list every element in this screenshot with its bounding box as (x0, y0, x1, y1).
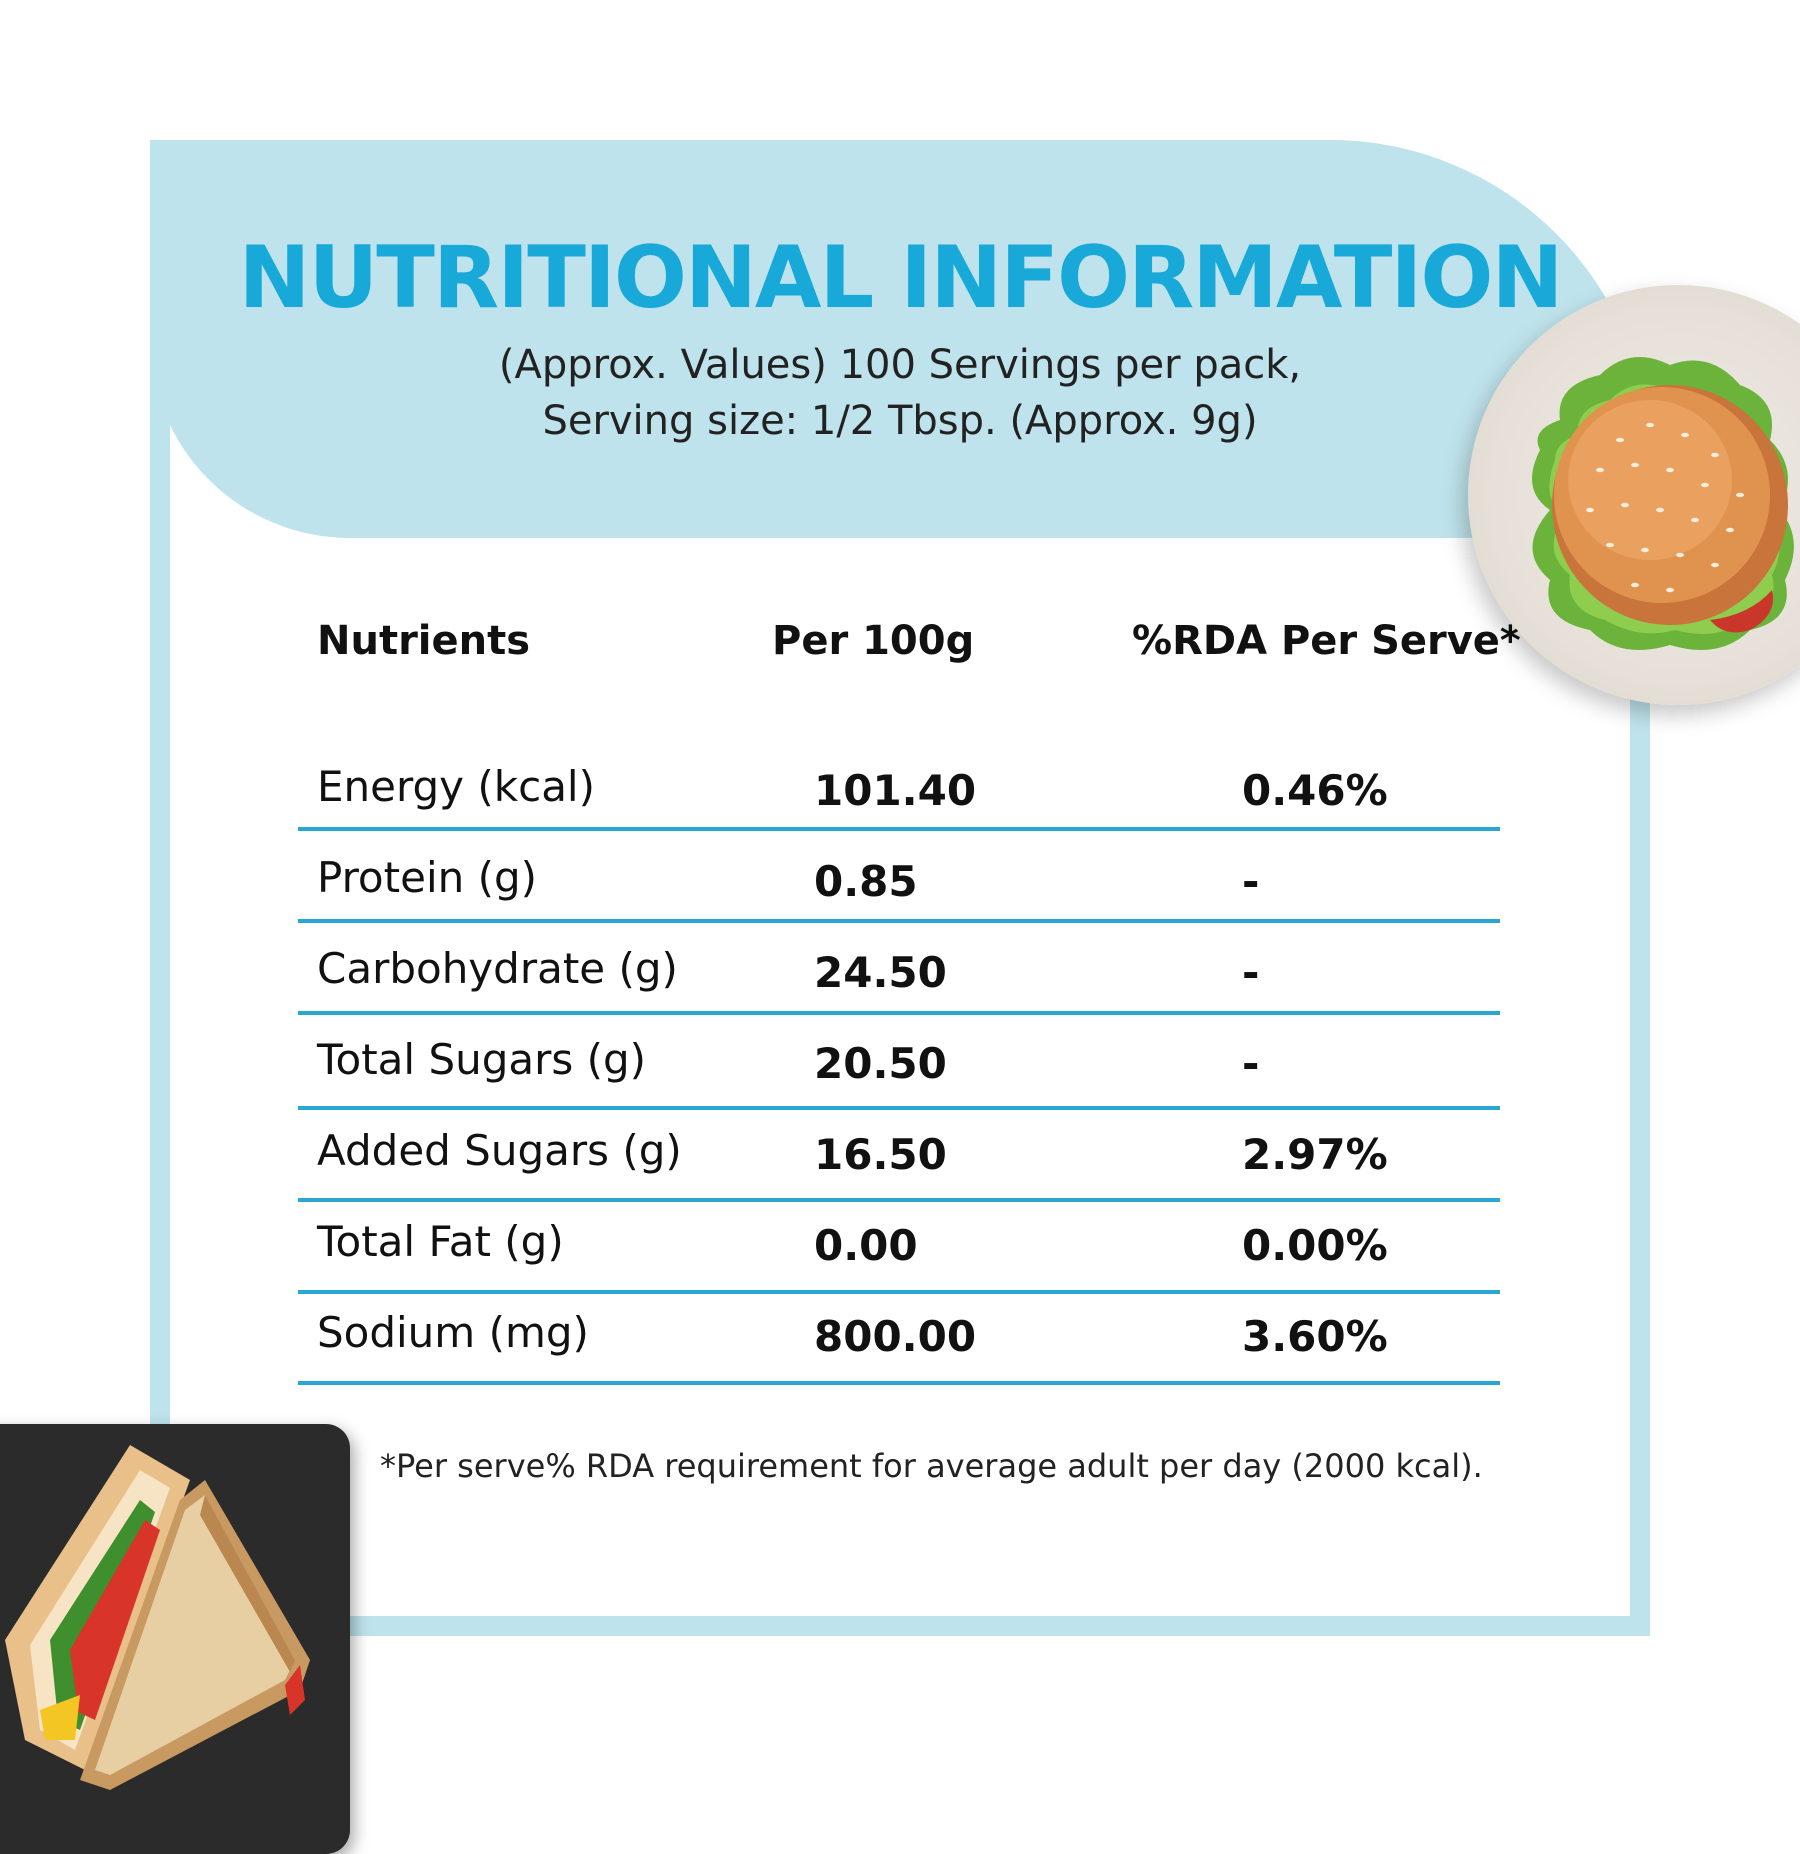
burger-image (1532, 357, 1794, 650)
per-100g-value: 0.00 (814, 1221, 918, 1270)
per-100g-value: 16.50 (814, 1130, 947, 1179)
subtitle-servings: (Approx. Values) 100 Servings per pack, (498, 342, 1302, 388)
nutrient-label: Total Fat (g) (317, 1217, 564, 1266)
rda-value: 0.46% (1242, 766, 1388, 815)
rda-value: - (1242, 857, 1260, 906)
row-divider (298, 1198, 1500, 1202)
sandwich-image (5, 1445, 310, 1790)
subtitle-serving-size: Serving size: 1/2 Tbsp. (Approx. 9g) (542, 398, 1258, 444)
row-divider (298, 919, 1500, 923)
nutrient-label: Sodium (mg) (317, 1308, 589, 1357)
row-divider (298, 1381, 1500, 1385)
row-divider (298, 1011, 1500, 1015)
per-100g-value: 101.40 (814, 766, 977, 815)
row-divider (298, 1290, 1500, 1294)
rda-value: 3.60% (1242, 1312, 1388, 1361)
row-divider (298, 827, 1500, 831)
column-header-per-100g: Per 100g (772, 618, 975, 664)
rda-value: - (1242, 1039, 1260, 1088)
per-100g-value: 0.85 (814, 857, 918, 906)
header-background (150, 140, 1650, 538)
rda-value: 2.97% (1242, 1130, 1388, 1179)
column-header-rda: %RDA Per Serve* (1132, 618, 1521, 664)
nutrient-label: Carbohydrate (g) (317, 944, 678, 993)
footnote: *Per serve% RDA requirement for average … (380, 1447, 1483, 1485)
per-100g-value: 24.50 (814, 948, 947, 997)
nutrient-label: Energy (kcal) (317, 762, 595, 811)
rda-value: 0.00% (1242, 1221, 1388, 1270)
nutrient-label: Protein (g) (317, 853, 538, 902)
column-header-nutrients: Nutrients (317, 618, 531, 664)
per-100g-value: 20.50 (814, 1039, 947, 1088)
nutrient-label: Total Sugars (g) (317, 1035, 647, 1084)
row-divider (298, 1106, 1500, 1110)
rda-value: - (1242, 948, 1260, 997)
per-100g-value: 800.00 (814, 1312, 977, 1361)
nutrient-label: Added Sugars (g) (317, 1126, 682, 1175)
page-title: NUTRITIONAL INFORMATION (238, 228, 1564, 328)
